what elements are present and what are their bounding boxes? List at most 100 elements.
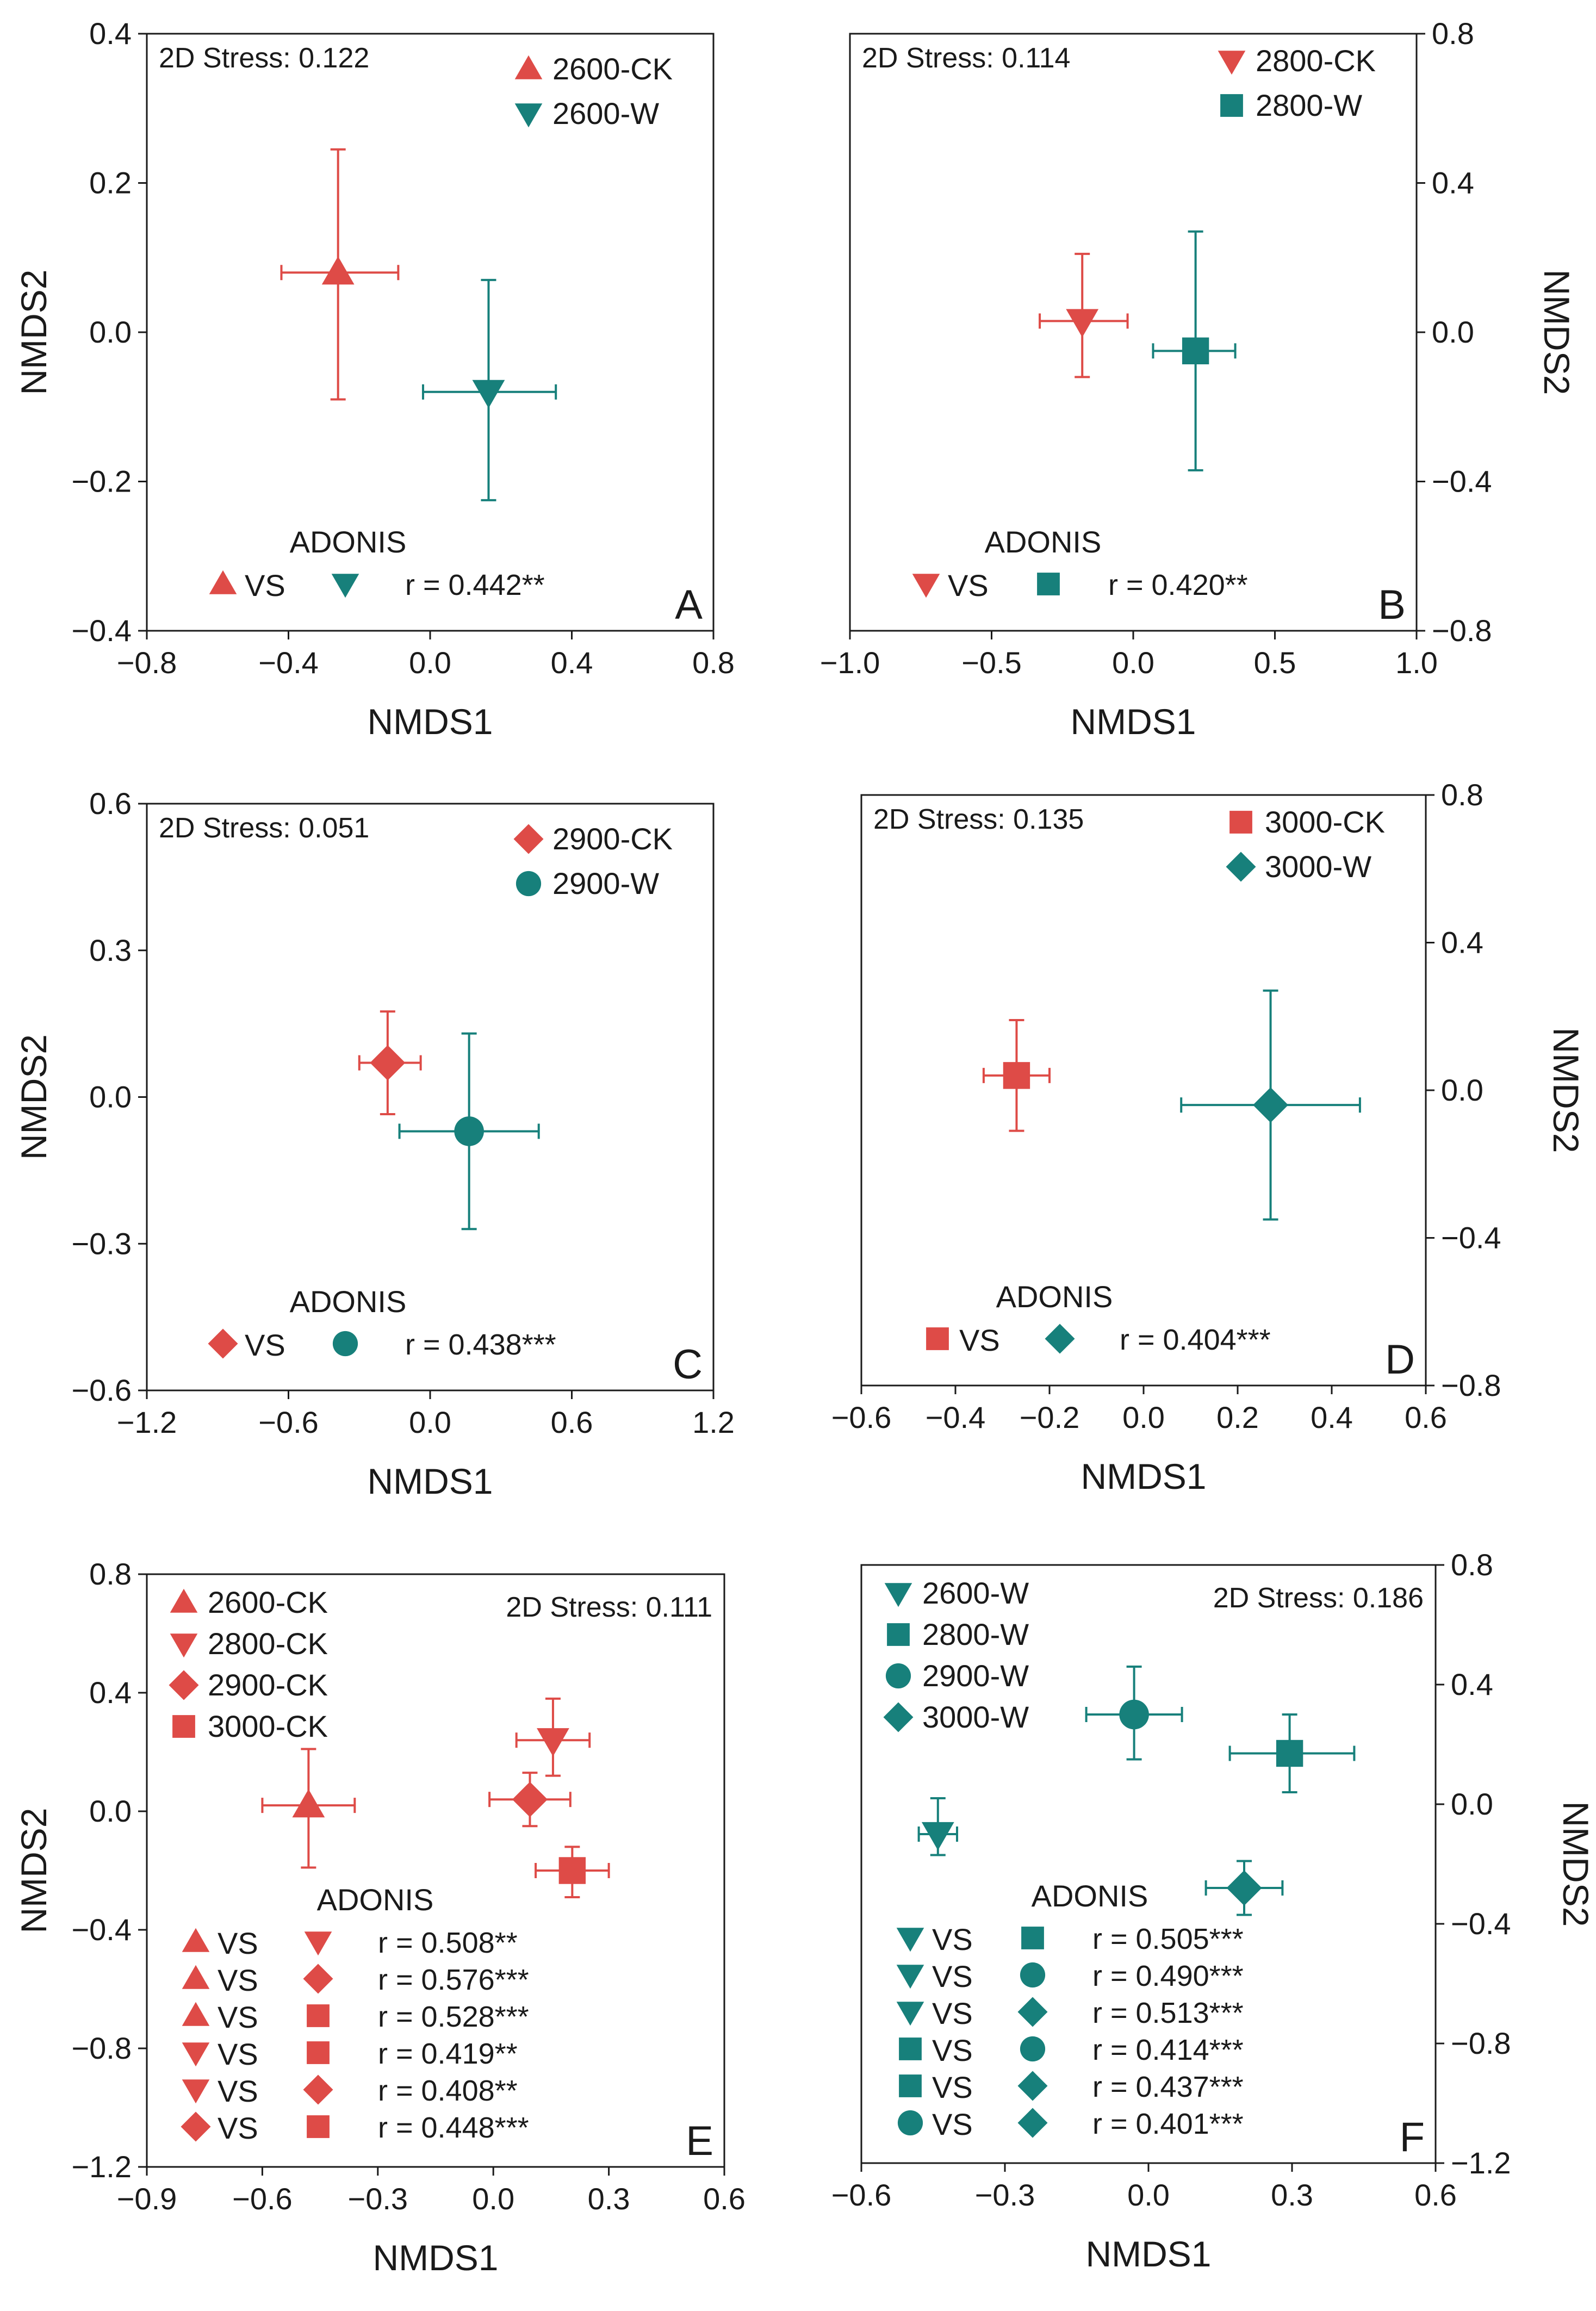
y-tick-label: 0.0 — [1451, 1787, 1493, 1821]
y-tick-label: −0.8 — [1441, 1368, 1501, 1402]
y-tick-label: 0.8 — [1441, 778, 1483, 812]
adonis-block: ADONIS VS r = 0.404*** — [926, 1279, 1271, 1357]
adonis-title: ADONIS — [317, 1883, 434, 1917]
legend-marker — [170, 1633, 198, 1658]
legend-label: 2900-CK — [208, 1668, 328, 1702]
legend-label: 3000-CK — [208, 1709, 328, 1743]
adonis-r-value: r = 0.490*** — [1092, 1960, 1244, 1992]
data-point-group — [358, 1010, 422, 1115]
adonis-vs: VS — [218, 2000, 258, 2034]
adonis-r-value: r = 0.437*** — [1092, 2071, 1244, 2103]
y-axis-title: NMDS2 — [14, 269, 54, 395]
panel-c: −1.2 −0.6 0.0 0.6 1.2−0.6−0.30.00.30.6NMDS1N… — [14, 786, 735, 1501]
adonis-title: ADONIS — [996, 1279, 1113, 1314]
y-tick-label: 0.2 — [89, 166, 132, 200]
adonis-marker-a — [899, 2037, 922, 2060]
y-tick-label: 0.4 — [1451, 1667, 1493, 1701]
legend-label: 2900-W — [922, 1658, 1029, 1693]
x-tick-label: 0.0 — [1112, 645, 1154, 680]
adonis-vs: VS — [218, 2037, 258, 2071]
adonis-marker-a — [896, 1965, 924, 1989]
panel-letter: F — [1400, 2114, 1425, 2160]
y-tick-label: −1.2 — [1451, 2146, 1511, 2180]
legend-label: 2800-W — [1256, 88, 1362, 122]
data-point-group — [1085, 1666, 1183, 1761]
panel-b: −1.0 −0.5 0.0 0.5 1.0−0.8 −0.4 0.0 0.4 0.8 NMDS1 N… — [820, 16, 1577, 742]
legend-label: 2800-CK — [208, 1626, 328, 1661]
y-tick-label: 0.4 — [89, 1675, 132, 1710]
adonis-marker-b — [331, 574, 359, 598]
data-point-group — [280, 148, 400, 401]
legend-marker — [169, 1670, 199, 1700]
legend-marker — [1229, 811, 1252, 834]
adonis-marker-a — [182, 2042, 210, 2067]
x-tick-label: −0.6 — [831, 2178, 892, 2212]
adonis-marker-b — [1017, 2108, 1048, 2138]
y-tick-label: −0.6 — [71, 1373, 132, 1407]
x-axis-title: NMDS1 — [367, 1461, 493, 1501]
x-tick-label: 0.5 — [1254, 645, 1296, 680]
y-tick-label: 0.0 — [89, 1794, 132, 1828]
adonis-marker-b — [1017, 2071, 1048, 2101]
legend: 2600-CK 2800-CK 2900-CK 3000-CK — [169, 1585, 328, 1743]
adonis-marker-a — [926, 1327, 949, 1350]
adonis-r-value: r = 0.420** — [1108, 569, 1248, 601]
legend-marker — [514, 103, 543, 128]
data-point — [1182, 337, 1209, 365]
x-tick-label: −0.3 — [975, 2178, 1035, 2212]
stress-label: 2D Stress: 0.111 — [506, 1592, 712, 1623]
data-point — [537, 1728, 569, 1757]
y-tick-label: −1.2 — [71, 2150, 132, 2184]
x-tick-label: −0.6 — [232, 2182, 293, 2216]
legend-label: 2800-CK — [1256, 44, 1376, 78]
x-tick-label: −0.4 — [926, 1400, 986, 1434]
adonis-r-value: r = 0.528*** — [378, 2001, 529, 2033]
adonis-r-value: r = 0.513*** — [1092, 1997, 1244, 2029]
x-tick-label: 0.0 — [1122, 1400, 1165, 1434]
y-axis-title: NMDS2 — [1546, 1027, 1586, 1153]
adonis-marker-b — [303, 1964, 333, 1994]
legend-label: 2900-W — [552, 866, 659, 900]
adonis-marker-b — [1021, 1927, 1044, 1949]
legend-label: 2600-CK — [552, 52, 673, 86]
y-tick-label: −0.4 — [71, 1912, 132, 1947]
y-axis-title: NMDS2 — [1556, 1801, 1596, 1927]
adonis-vs: VS — [218, 1963, 258, 1997]
data-point-group — [515, 1697, 591, 1777]
x-tick-label: 0.3 — [588, 2182, 630, 2216]
x-tick-label: 0.4 — [551, 645, 593, 680]
legend-marker — [170, 1588, 198, 1613]
x-tick-label: −0.6 — [258, 1405, 319, 1439]
y-tick-label: −0.8 — [1432, 613, 1492, 648]
x-axis-title: NMDS1 — [372, 2238, 498, 2278]
legend: 2900-CK 2900-W — [513, 822, 673, 900]
x-tick-label: −0.4 — [258, 645, 319, 680]
adonis-r-value: r = 0.576*** — [378, 1964, 529, 1996]
legend-marker — [885, 1663, 911, 1689]
y-axis-title: NMDS2 — [14, 1034, 54, 1160]
adonis-vs: VS — [932, 1996, 973, 2030]
legend-marker — [1226, 852, 1256, 882]
data-point — [1119, 1699, 1149, 1730]
panel-a: −0.8 −0.4 0.0 0.4 0.8−0.4−0.20.00.20.4NMDS1N… — [14, 16, 735, 742]
data-point — [512, 1781, 548, 1817]
legend-marker — [1218, 51, 1246, 75]
adonis-marker-a — [912, 574, 940, 598]
data-point-group — [982, 1019, 1051, 1132]
legend-marker — [513, 824, 544, 854]
adonis-marker-a — [182, 1965, 210, 1989]
data-point-group — [1039, 252, 1129, 378]
x-tick-label: −0.6 — [831, 1400, 892, 1434]
x-tick-label: 0.6 — [1414, 2178, 1457, 2212]
x-tick-label: 0.8 — [692, 645, 735, 680]
adonis-r-value: r = 0.419** — [378, 2037, 518, 2070]
legend-label: 3000-W — [1265, 849, 1371, 884]
adonis-r-value: r = 0.442** — [405, 569, 545, 601]
data-point — [370, 1045, 406, 1081]
x-tick-label: −0.5 — [961, 645, 1022, 680]
y-tick-label: −0.8 — [1451, 2026, 1511, 2060]
x-tick-label: 0.0 — [1127, 2178, 1170, 2212]
x-tick-label: −1.0 — [820, 645, 880, 680]
stress-label: 2D Stress: 0.186 — [1213, 1582, 1424, 1614]
data-point — [1276, 1740, 1303, 1767]
